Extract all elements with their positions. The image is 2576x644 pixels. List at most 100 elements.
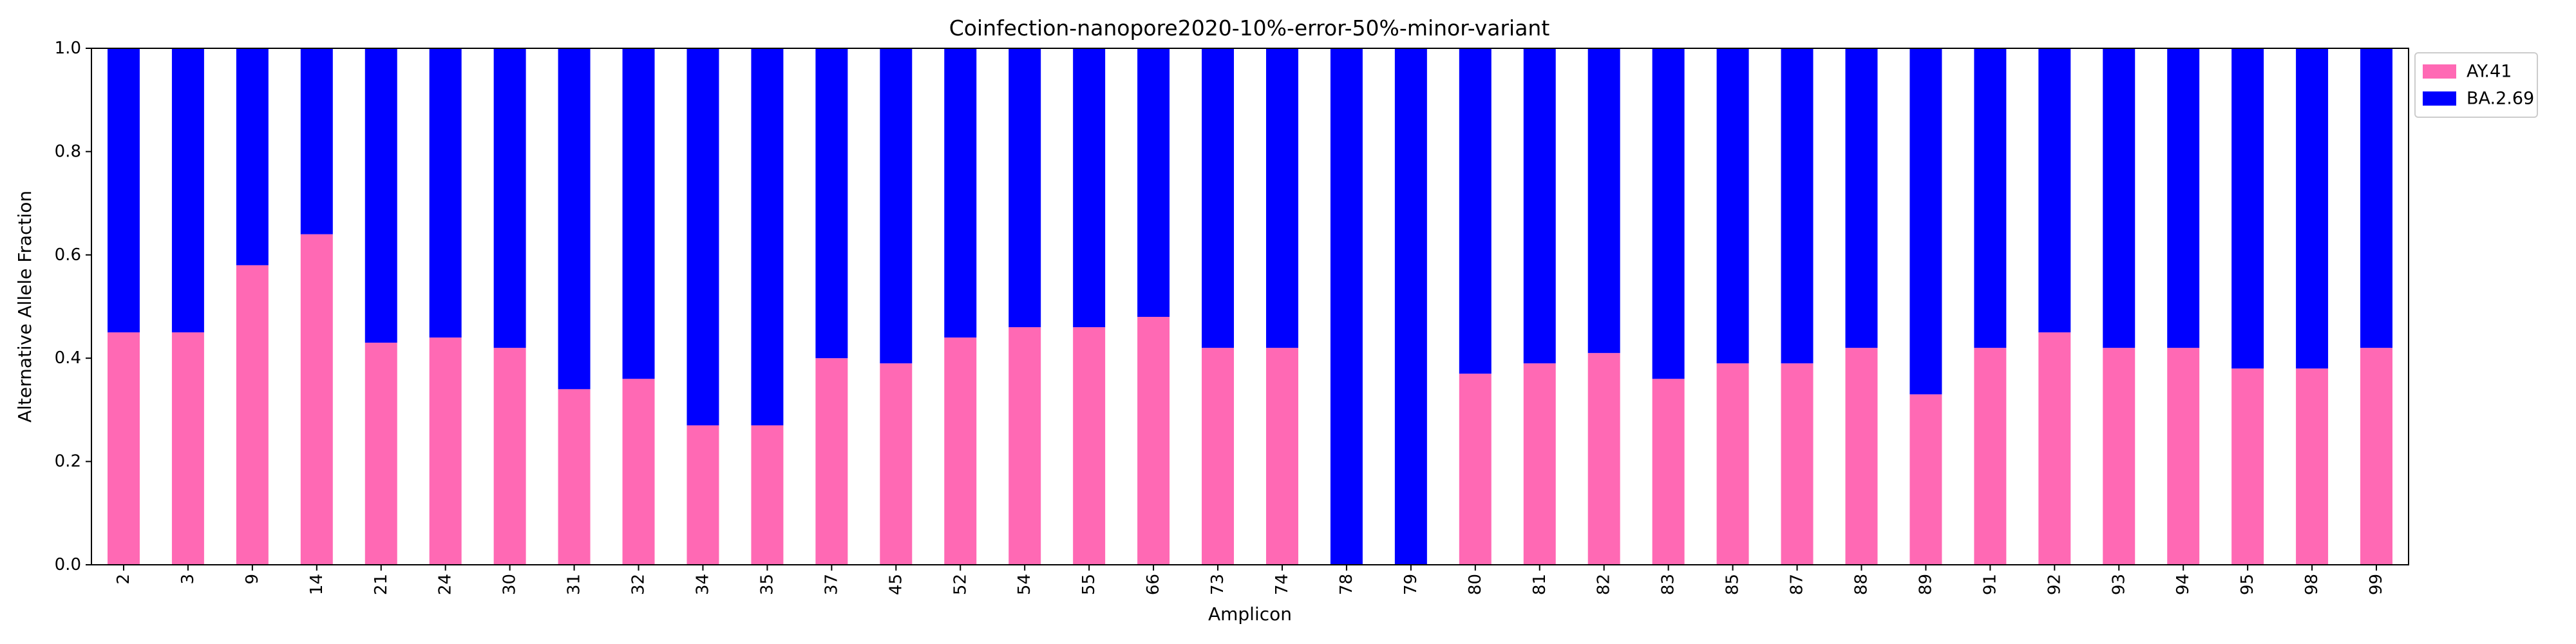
bar-ay-41-amplicon-21	[365, 343, 397, 565]
x-tick-label: 93	[2109, 574, 2128, 595]
bar-ba-2-69-amplicon-37	[815, 48, 848, 359]
bar-ba-2-69-amplicon-91	[1974, 48, 2007, 348]
bar-ay-41-amplicon-80	[1459, 374, 1492, 565]
x-tick-label: 24	[436, 574, 455, 595]
plot-area	[107, 48, 2393, 565]
x-tick-label: 55	[1079, 574, 1099, 595]
x-tick-label: 14	[307, 574, 327, 595]
x-tick-label: 78	[1337, 574, 1356, 595]
bar-ba-2-69-amplicon-87	[1781, 48, 1814, 364]
bar-ay-41-amplicon-95	[2231, 368, 2264, 565]
bar-ba-2-69-amplicon-82	[1587, 48, 1620, 354]
bar-ba-2-69-amplicon-94	[2167, 48, 2200, 348]
bar-ba-2-69-amplicon-34	[687, 48, 719, 426]
x-tick-label: 66	[1144, 574, 1163, 595]
x-tick-label: 98	[2302, 574, 2322, 595]
bar-ay-41-amplicon-55	[1073, 327, 1106, 565]
legend-swatch-ba-2-69	[2423, 91, 2456, 106]
bar-ay-41-amplicon-94	[2167, 348, 2200, 565]
legend-label-ay-41: AY.41	[2467, 62, 2512, 82]
bar-ba-2-69-amplicon-92	[2038, 48, 2071, 333]
x-tick-label: 83	[1659, 574, 1678, 595]
bar-ay-41-amplicon-24	[429, 337, 462, 565]
bar-ba-2-69-amplicon-55	[1073, 48, 1106, 328]
x-tick-label: 74	[1273, 574, 1292, 595]
bar-ay-41-amplicon-99	[2360, 348, 2393, 565]
x-tick-label: 9	[243, 574, 262, 585]
y-axis-label: Alternative Allele Fraction	[14, 191, 35, 422]
x-tick-label: 54	[1015, 574, 1034, 595]
x-tick-label: 30	[500, 574, 520, 595]
y-tick-label: 0.2	[55, 452, 81, 471]
bar-ay-41-amplicon-74	[1265, 348, 1298, 565]
x-tick-label: 3	[178, 574, 198, 585]
y-tick-label: 0.8	[55, 142, 81, 161]
bar-ay-41-amplicon-81	[1523, 363, 1556, 565]
bar-ba-2-69-amplicon-54	[1009, 48, 1041, 328]
bar-ba-2-69-amplicon-30	[493, 48, 526, 348]
bar-ay-41-amplicon-89	[1909, 394, 1942, 565]
bar-ay-41-amplicon-32	[622, 379, 655, 565]
x-tick-label: 37	[822, 574, 841, 595]
bar-ay-41-amplicon-83	[1652, 379, 1685, 565]
bar-ba-2-69-amplicon-14	[300, 48, 333, 234]
bar-ba-2-69-amplicon-79	[1394, 48, 1427, 565]
x-tick-label: 52	[951, 574, 970, 595]
bar-ba-2-69-amplicon-81	[1523, 48, 1556, 364]
bar-ay-41-amplicon-30	[493, 348, 526, 565]
y-tick-label: 0.0	[55, 555, 81, 574]
x-tick-label: 99	[2367, 574, 2386, 595]
x-tick-label: 35	[757, 574, 777, 595]
bar-ba-2-69-amplicon-21	[365, 48, 397, 343]
bar-ay-41-amplicon-73	[1202, 348, 1235, 565]
bar-ay-41-amplicon-9	[236, 265, 269, 565]
bar-ay-41-amplicon-92	[2038, 332, 2071, 565]
x-tick-label: 79	[1401, 574, 1421, 595]
x-tick-label: 87	[1788, 574, 1807, 595]
bar-ba-2-69-amplicon-52	[944, 48, 977, 338]
bar-ay-41-amplicon-93	[2103, 348, 2136, 565]
y-axis: 0.0 0.2 0.4 0.6 0.8 1.0	[55, 39, 91, 574]
x-tick-label: 80	[1466, 574, 1485, 595]
bar-ay-41-amplicon-31	[558, 389, 591, 565]
bar-ay-41-amplicon-85	[1716, 363, 1749, 565]
y-tick-label: 0.4	[55, 348, 81, 368]
bar-ay-41-amplicon-91	[1974, 348, 2007, 565]
bar-ay-41-amplicon-54	[1009, 327, 1041, 565]
x-tick-label: 45	[886, 574, 905, 595]
bar-ba-2-69-amplicon-31	[558, 48, 591, 390]
bar-ba-2-69-amplicon-3	[171, 48, 204, 333]
x-tick-label: 85	[1723, 574, 1743, 595]
bar-ba-2-69-amplicon-78	[1330, 48, 1363, 565]
bar-ba-2-69-amplicon-89	[1909, 48, 1942, 395]
x-tick-label: 73	[1208, 574, 1227, 595]
bar-ba-2-69-amplicon-32	[622, 48, 655, 379]
bar-ay-41-amplicon-87	[1781, 363, 1814, 565]
bar-ba-2-69-amplicon-9	[236, 48, 269, 265]
x-tick-label: 81	[1530, 574, 1549, 595]
bar-ba-2-69-amplicon-83	[1652, 48, 1685, 379]
chart-title: Coinfection-nanopore2020-10%-error-50%-m…	[949, 15, 1550, 41]
x-tick-label: 88	[1852, 574, 1871, 595]
bar-ba-2-69-amplicon-95	[2231, 48, 2264, 369]
bar-ba-2-69-amplicon-24	[429, 48, 462, 338]
bar-ba-2-69-amplicon-88	[1845, 48, 1878, 348]
bar-ay-41-amplicon-37	[815, 358, 848, 565]
plot-frame	[91, 48, 2409, 565]
bar-ba-2-69-amplicon-74	[1265, 48, 1298, 348]
bar-ay-41-amplicon-66	[1137, 317, 1170, 565]
bar-ay-41-amplicon-3	[171, 332, 204, 565]
bar-ay-41-amplicon-98	[2296, 368, 2329, 565]
y-tick-label: 0.6	[55, 245, 81, 265]
x-tick-label: 31	[565, 574, 584, 595]
x-tick-label: 2	[114, 574, 133, 585]
x-tick-label: 95	[2238, 574, 2257, 595]
x-tick-label: 34	[693, 574, 712, 595]
bar-ba-2-69-amplicon-66	[1137, 48, 1170, 317]
bar-ba-2-69-amplicon-80	[1459, 48, 1492, 374]
y-tick-label: 1.0	[55, 39, 81, 58]
bar-ay-41-amplicon-34	[687, 425, 719, 565]
bar-ay-41-amplicon-52	[944, 337, 977, 565]
bar-ba-2-69-amplicon-99	[2360, 48, 2393, 348]
